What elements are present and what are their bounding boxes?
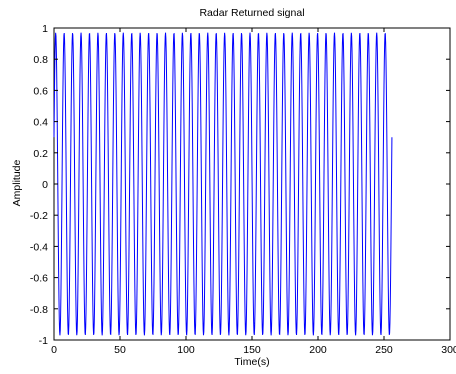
- chart-title: Radar Returned signal: [199, 7, 304, 19]
- y-tick-label: 0: [42, 179, 48, 191]
- y-tick-label: 0.2: [33, 148, 48, 160]
- y-tick-label: -0.8: [30, 304, 48, 316]
- x-tick-label: 150: [243, 344, 261, 356]
- x-tick-label: 50: [114, 344, 126, 356]
- y-tick-label: -0.2: [30, 210, 48, 222]
- y-axis-label: Amplitude: [11, 160, 23, 207]
- signal-series: [53, 32, 393, 336]
- x-tick-label: 200: [309, 344, 327, 356]
- x-axis-label: Time(s): [234, 356, 269, 368]
- x-tick-label: 100: [177, 344, 195, 356]
- x-tick-label: 0: [51, 344, 57, 356]
- x-tick-label: 250: [375, 344, 393, 356]
- x-tick-label: 300: [441, 344, 456, 356]
- axes: 0 50 100 150 200 250 300 -1 -0.8 -0.6 -0.4 -0.2 0 0.2…: [30, 23, 456, 356]
- y-tick-label: -0.4: [30, 241, 48, 253]
- signal-line-0: [53, 32, 393, 336]
- y-tick-label: 0.4: [33, 117, 48, 129]
- y-tick-label: 0.8: [33, 54, 48, 66]
- y-tick-label: -0.6: [30, 273, 48, 285]
- y-tick-label: -1: [39, 335, 48, 347]
- y-tick-label: 0.6: [33, 85, 48, 97]
- y-tick-label: 1: [42, 23, 48, 35]
